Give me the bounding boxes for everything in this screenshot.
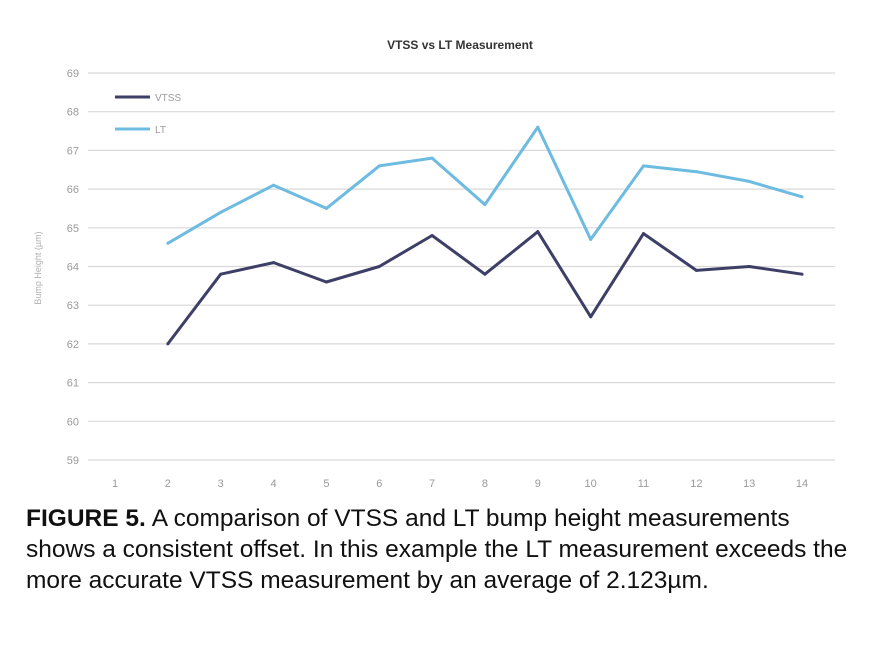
x-tick-label: 4: [270, 478, 276, 490]
data-point-vtss: [800, 272, 804, 276]
data-point-vtss: [166, 342, 170, 346]
figure-caption: FIGURE 5. A comparison of VTSS and LT bum…: [26, 503, 856, 596]
x-tick-label: 1: [112, 478, 118, 490]
y-axis-label: Bump Height (µm): [33, 231, 43, 304]
legend: VTSS LT: [115, 93, 181, 136]
x-tick-label: 2: [165, 478, 171, 490]
data-point-vtss: [589, 315, 593, 319]
data-point-vtss: [536, 230, 540, 234]
series-line-lt: [167, 125, 803, 245]
data-point-lt: [272, 183, 276, 187]
y-tick-label: 61: [67, 378, 79, 390]
y-tick-label: 64: [67, 262, 79, 274]
x-tick-label: 6: [376, 478, 382, 490]
x-tick-label: 3: [218, 478, 224, 490]
data-point-vtss: [483, 272, 487, 276]
x-tick-label: 8: [482, 478, 488, 490]
x-tick-label: 10: [585, 478, 597, 490]
legend-label-vtss: VTSS: [155, 93, 181, 104]
x-tick-label: 12: [690, 478, 702, 490]
data-point-vtss: [642, 232, 645, 236]
x-tick-label: 13: [743, 478, 755, 490]
data-point-vtss: [272, 261, 276, 265]
data-point-vtss: [747, 265, 751, 268]
y-tick-label: 63: [67, 300, 79, 312]
x-tick-label: 9: [535, 478, 541, 490]
data-point-lt: [377, 164, 381, 168]
data-point-vtss: [219, 272, 223, 276]
data-point-lt: [800, 195, 804, 199]
data-point-lt: [747, 179, 751, 183]
x-tick-label: 7: [429, 478, 435, 490]
data-point-vtss: [694, 268, 698, 272]
data-point-vtss: [430, 234, 434, 238]
y-tick-label: 67: [67, 145, 79, 157]
y-tick-label: 62: [67, 339, 79, 351]
series-lines: [166, 125, 804, 346]
y-tick-label: 66: [67, 184, 79, 196]
data-point-lt: [589, 237, 593, 241]
figure-label: FIGURE 5.: [26, 505, 146, 532]
x-tick-label: 5: [323, 478, 329, 490]
data-point-lt: [324, 206, 328, 210]
data-point-lt: [483, 203, 487, 207]
y-tick-label: 60: [67, 416, 79, 428]
data-point-vtss: [324, 280, 328, 284]
data-point-lt: [694, 170, 698, 174]
line-chart: VTSS vs LT Measurement Bump Height (µm) …: [33, 38, 835, 490]
data-point-lt: [536, 125, 540, 129]
data-point-lt: [642, 164, 645, 168]
gridlines: [88, 72, 835, 461]
y-tick-label: 65: [67, 223, 79, 235]
y-tick-label: 69: [67, 68, 79, 80]
data-point-lt: [166, 241, 170, 245]
legend-label-lt: LT: [155, 125, 166, 136]
y-tick-label: 59: [67, 455, 79, 467]
chart-title: VTSS vs LT Measurement: [387, 38, 533, 52]
x-tick-label: 11: [638, 478, 649, 490]
data-point-lt: [219, 210, 223, 214]
data-point-vtss: [377, 265, 381, 268]
series-line-vtss: [166, 230, 803, 345]
data-point-lt: [430, 156, 434, 160]
x-tick-label: 14: [796, 478, 808, 490]
y-tick-label: 68: [67, 107, 79, 119]
x-tick-labels: 1 2 3 4 5 6 7 8 9 10 11 12 13 14: [112, 478, 808, 490]
y-tick-labels: 59 60 61 62 63 64 65 66 67 68 69: [67, 68, 79, 467]
caption-text: A comparison of VTSS and LT bump height …: [26, 505, 848, 594]
